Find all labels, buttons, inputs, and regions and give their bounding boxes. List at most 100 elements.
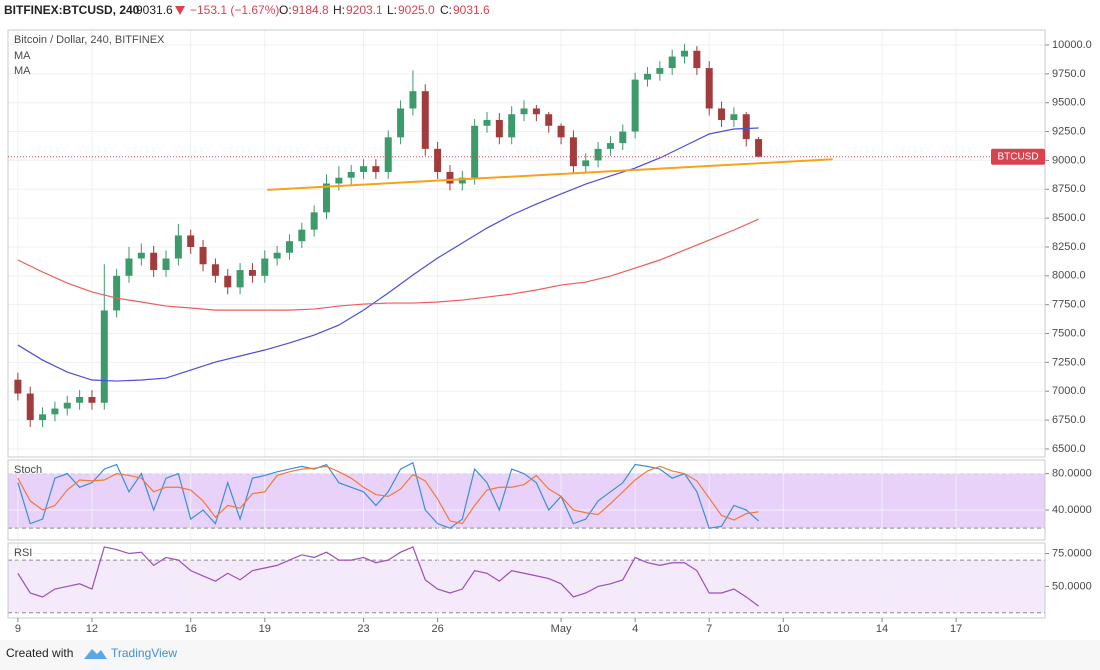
price-label: BTCUSD [997,151,1038,162]
legend-label: MA [14,65,31,77]
candle-body [88,396,96,403]
y-tick-label: 9750.0 [1052,68,1086,80]
candle-body [421,91,429,149]
ohlc-value: 9203.1 [346,3,383,17]
trendline [267,158,833,191]
y-tick-label: 7250.0 [1052,356,1086,368]
candle-body [569,137,577,167]
y-tick-label: 8000.0 [1052,270,1086,282]
x-tick-label: 23 [357,623,369,635]
candle-body [347,171,355,178]
y-tick-label: 8750.0 [1052,183,1086,195]
candle-body [631,79,639,132]
candle-body [14,379,22,394]
indicator-line [17,461,759,529]
y-tick-label: 8250.0 [1052,241,1086,253]
ohlc-value: 9184.8 [292,3,329,17]
x-tick-label: May [551,623,572,635]
y-tick-label: 50.0000 [1052,580,1092,592]
y-tick-label: 9250.0 [1052,125,1086,137]
x-tick-label: 16 [185,623,197,635]
candle-body [174,235,182,259]
y-tick-label: 6750.0 [1052,414,1086,426]
candle-body [298,229,306,242]
y-tick-label: 9000.0 [1052,154,1086,166]
candle-body [693,50,701,69]
logo [84,649,107,659]
candle-body [224,275,232,288]
ohlc-label: C: [440,3,452,17]
ohlc-label: O: [279,3,292,17]
candle-body [39,414,47,421]
down-arrow [175,6,185,15]
y-tick-label: 7750.0 [1052,299,1086,311]
candle-body [51,408,59,415]
candle-body [508,114,516,138]
candle-body [310,212,318,230]
pane-border [7,29,1046,458]
candle-body [199,246,207,265]
indicator-line [17,546,759,607]
candle-body [520,108,528,115]
candle-body [409,91,417,109]
candle-body [582,160,590,167]
panes: 6500.0 6750.0 7000.0 7250.0 7500.0 7750.0 8000… [7,29,1092,635]
y-tick-label: 75.0000 [1052,547,1092,559]
candle-body [668,56,676,69]
footer-brand[interactable]: TradingView [111,646,177,660]
candle-body [187,235,195,247]
pane-title: RSI [14,547,32,559]
candle-body [125,258,133,276]
y-tick-label: 6500.0 [1052,443,1086,455]
ma-line [17,218,759,311]
candle-body [718,108,726,121]
candle-body [26,393,34,421]
y-tick-label: 8500.0 [1052,212,1086,224]
candle-body [545,114,553,126]
x-tick-label: 7 [706,623,712,635]
y-tick-label: 40.0000 [1052,504,1092,516]
legend-label: MA [14,50,31,62]
last-price: 9031.6 [136,3,173,17]
footer-bar [0,640,1100,670]
candle-body [323,183,331,213]
candle-body [248,270,256,276]
y-tick-label: 80.0000 [1052,468,1092,480]
pane-title: Bitcoin / Dollar, 240, BITFINEX [14,34,165,46]
indicator-line [17,465,759,525]
candle-body [446,171,454,184]
candle-body [681,50,689,57]
candle-body [557,125,565,138]
candle-body [76,396,84,403]
x-tick-label: 19 [259,623,271,635]
x-tick-label: 9 [15,623,21,635]
x-tick-label: 17 [950,623,962,635]
symbol: BITFINEX:BTCUSD, 240 [4,3,140,17]
candle-body [730,114,738,121]
candle-body [372,166,380,172]
y-tick-label: 10000.0 [1052,39,1092,51]
candle-body [63,402,71,409]
pane-title: Stoch [14,464,42,476]
change: −153.1 (−1.67%) [190,3,279,17]
candle-body [335,177,343,184]
candle-body [471,125,479,178]
candle-body [397,108,405,138]
x-tick-label: 4 [632,623,638,635]
candle-body [113,275,121,311]
candle-body [137,252,145,259]
x-tick-label: 12 [86,623,98,635]
candle-body [211,264,219,276]
ma-line [17,127,759,382]
ohlc-label: H: [333,3,345,17]
ohlc-label: L: [387,3,397,17]
candle-body [100,310,108,403]
candle-body [360,166,368,172]
candle-body [495,120,503,138]
ohlc-value: 9031.6 [453,3,490,17]
candle-body [656,68,664,74]
candle-body [285,241,293,253]
candle-body [273,252,281,259]
